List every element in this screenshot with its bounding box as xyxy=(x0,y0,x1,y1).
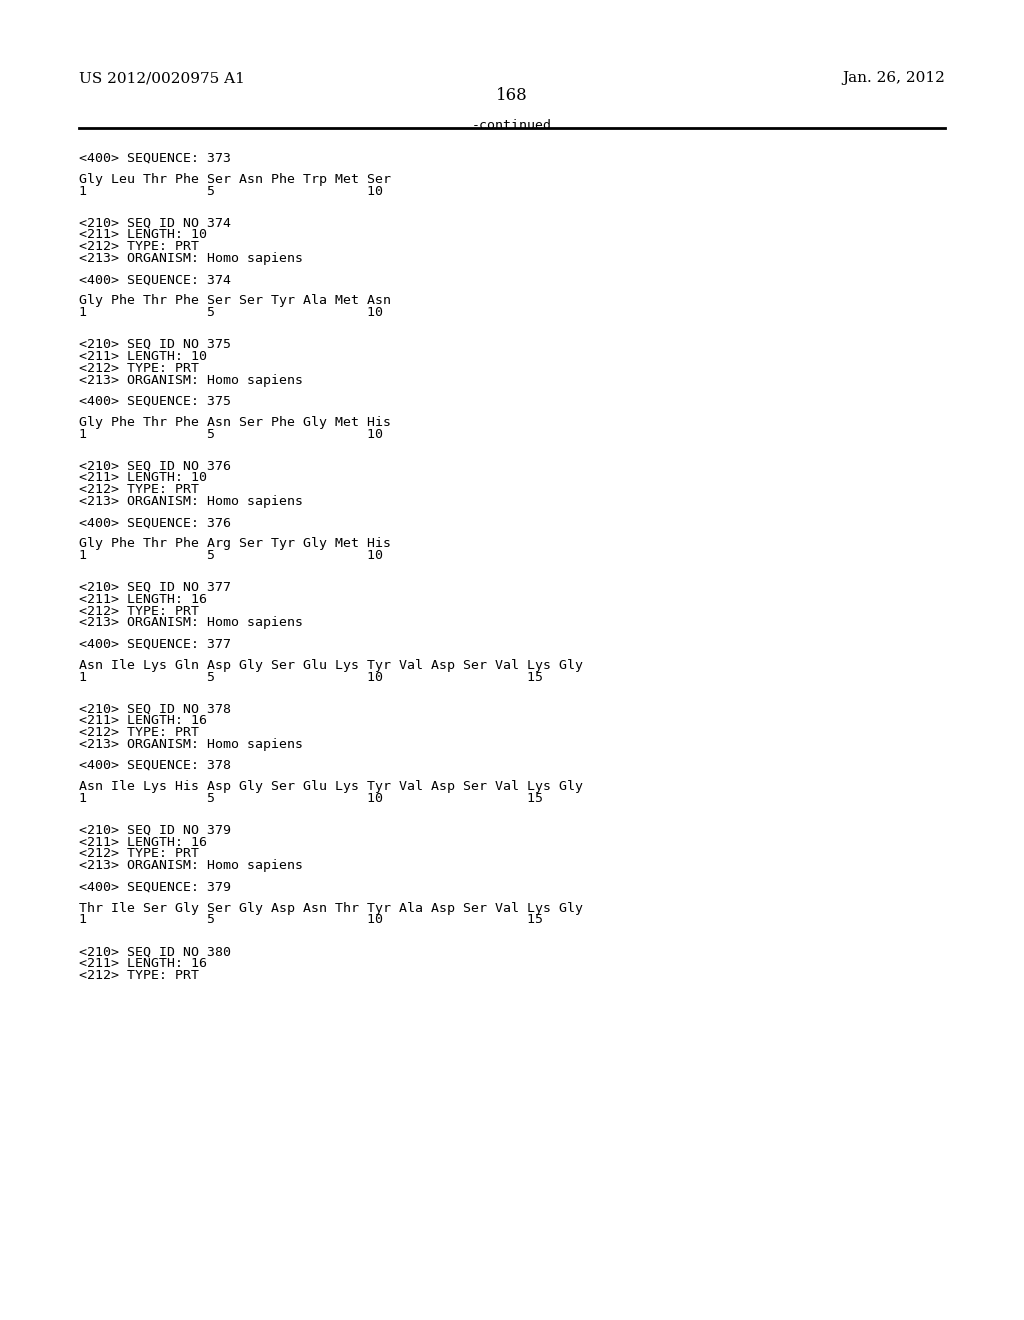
Text: <212> TYPE: PRT: <212> TYPE: PRT xyxy=(79,240,199,253)
Text: <400> SEQUENCE: 378: <400> SEQUENCE: 378 xyxy=(79,759,230,772)
Text: <210> SEQ ID NO 378: <210> SEQ ID NO 378 xyxy=(79,702,230,715)
Text: Gly Phe Thr Phe Ser Ser Tyr Ala Met Asn: Gly Phe Thr Phe Ser Ser Tyr Ala Met Asn xyxy=(79,294,391,308)
Text: <213> ORGANISM: Homo sapiens: <213> ORGANISM: Homo sapiens xyxy=(79,252,303,265)
Text: <210> SEQ ID NO 377: <210> SEQ ID NO 377 xyxy=(79,581,230,594)
Text: <211> LENGTH: 16: <211> LENGTH: 16 xyxy=(79,714,207,727)
Text: <400> SEQUENCE: 376: <400> SEQUENCE: 376 xyxy=(79,516,230,529)
Text: -continued: -continued xyxy=(472,119,552,132)
Text: <212> TYPE: PRT: <212> TYPE: PRT xyxy=(79,605,199,618)
Text: Gly Phe Thr Phe Arg Ser Tyr Gly Met His: Gly Phe Thr Phe Arg Ser Tyr Gly Met His xyxy=(79,537,391,550)
Text: <212> TYPE: PRT: <212> TYPE: PRT xyxy=(79,362,199,375)
Text: <211> LENGTH: 16: <211> LENGTH: 16 xyxy=(79,836,207,849)
Text: 1               5                   10                  15: 1 5 10 15 xyxy=(79,913,543,927)
Text: <212> TYPE: PRT: <212> TYPE: PRT xyxy=(79,483,199,496)
Text: <400> SEQUENCE: 379: <400> SEQUENCE: 379 xyxy=(79,880,230,894)
Text: <210> SEQ ID NO 379: <210> SEQ ID NO 379 xyxy=(79,824,230,837)
Text: <211> LENGTH: 10: <211> LENGTH: 10 xyxy=(79,471,207,484)
Text: <213> ORGANISM: Homo sapiens: <213> ORGANISM: Homo sapiens xyxy=(79,616,303,630)
Text: Thr Ile Ser Gly Ser Gly Asp Asn Thr Tyr Ala Asp Ser Val Lys Gly: Thr Ile Ser Gly Ser Gly Asp Asn Thr Tyr … xyxy=(79,902,583,915)
Text: Gly Phe Thr Phe Asn Ser Phe Gly Met His: Gly Phe Thr Phe Asn Ser Phe Gly Met His xyxy=(79,416,391,429)
Text: US 2012/0020975 A1: US 2012/0020975 A1 xyxy=(79,71,245,86)
Text: <400> SEQUENCE: 375: <400> SEQUENCE: 375 xyxy=(79,395,230,408)
Text: <400> SEQUENCE: 373: <400> SEQUENCE: 373 xyxy=(79,152,230,165)
Text: <211> LENGTH: 10: <211> LENGTH: 10 xyxy=(79,350,207,363)
Text: 168: 168 xyxy=(496,87,528,104)
Text: <212> TYPE: PRT: <212> TYPE: PRT xyxy=(79,726,199,739)
Text: <213> ORGANISM: Homo sapiens: <213> ORGANISM: Homo sapiens xyxy=(79,859,303,873)
Text: <400> SEQUENCE: 374: <400> SEQUENCE: 374 xyxy=(79,273,230,286)
Text: Asn Ile Lys Gln Asp Gly Ser Glu Lys Tyr Val Asp Ser Val Lys Gly: Asn Ile Lys Gln Asp Gly Ser Glu Lys Tyr … xyxy=(79,659,583,672)
Text: <210> SEQ ID NO 376: <210> SEQ ID NO 376 xyxy=(79,459,230,473)
Text: <212> TYPE: PRT: <212> TYPE: PRT xyxy=(79,847,199,861)
Text: 1               5                   10                  15: 1 5 10 15 xyxy=(79,792,543,805)
Text: <211> LENGTH: 16: <211> LENGTH: 16 xyxy=(79,593,207,606)
Text: <211> LENGTH: 16: <211> LENGTH: 16 xyxy=(79,957,207,970)
Text: Asn Ile Lys His Asp Gly Ser Glu Lys Tyr Val Asp Ser Val Lys Gly: Asn Ile Lys His Asp Gly Ser Glu Lys Tyr … xyxy=(79,780,583,793)
Text: <212> TYPE: PRT: <212> TYPE: PRT xyxy=(79,969,199,982)
Text: 1               5                   10: 1 5 10 xyxy=(79,549,383,562)
Text: <210> SEQ ID NO 375: <210> SEQ ID NO 375 xyxy=(79,338,230,351)
Text: Jan. 26, 2012: Jan. 26, 2012 xyxy=(843,71,945,86)
Text: <213> ORGANISM: Homo sapiens: <213> ORGANISM: Homo sapiens xyxy=(79,495,303,508)
Text: <211> LENGTH: 10: <211> LENGTH: 10 xyxy=(79,228,207,242)
Text: <213> ORGANISM: Homo sapiens: <213> ORGANISM: Homo sapiens xyxy=(79,738,303,751)
Text: 1               5                   10: 1 5 10 xyxy=(79,428,383,441)
Text: <213> ORGANISM: Homo sapiens: <213> ORGANISM: Homo sapiens xyxy=(79,374,303,387)
Text: Gly Leu Thr Phe Ser Asn Phe Trp Met Ser: Gly Leu Thr Phe Ser Asn Phe Trp Met Ser xyxy=(79,173,391,186)
Text: <210> SEQ ID NO 380: <210> SEQ ID NO 380 xyxy=(79,945,230,958)
Text: 1               5                   10: 1 5 10 xyxy=(79,306,383,319)
Text: 1               5                   10                  15: 1 5 10 15 xyxy=(79,671,543,684)
Text: <210> SEQ ID NO 374: <210> SEQ ID NO 374 xyxy=(79,216,230,230)
Text: 1               5                   10: 1 5 10 xyxy=(79,185,383,198)
Text: <400> SEQUENCE: 377: <400> SEQUENCE: 377 xyxy=(79,638,230,651)
